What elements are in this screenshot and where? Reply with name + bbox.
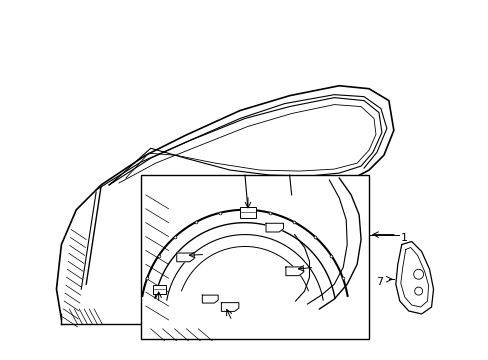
Polygon shape — [265, 223, 283, 232]
Text: 2: 2 — [208, 247, 215, 257]
Bar — [152, 285, 165, 294]
Circle shape — [414, 287, 422, 295]
Text: 5: 5 — [229, 325, 236, 335]
Bar — [240, 207, 255, 218]
Polygon shape — [176, 253, 194, 262]
Text: 4: 4 — [244, 183, 251, 193]
Circle shape — [413, 269, 423, 279]
Bar — [141, 175, 368, 339]
Polygon shape — [395, 242, 433, 314]
Text: 7: 7 — [375, 277, 382, 287]
Text: 3: 3 — [317, 260, 324, 270]
Polygon shape — [221, 303, 238, 311]
Text: 1: 1 — [400, 233, 407, 243]
Polygon shape — [285, 267, 303, 276]
Polygon shape — [202, 295, 218, 303]
Text: 6: 6 — [152, 307, 159, 317]
